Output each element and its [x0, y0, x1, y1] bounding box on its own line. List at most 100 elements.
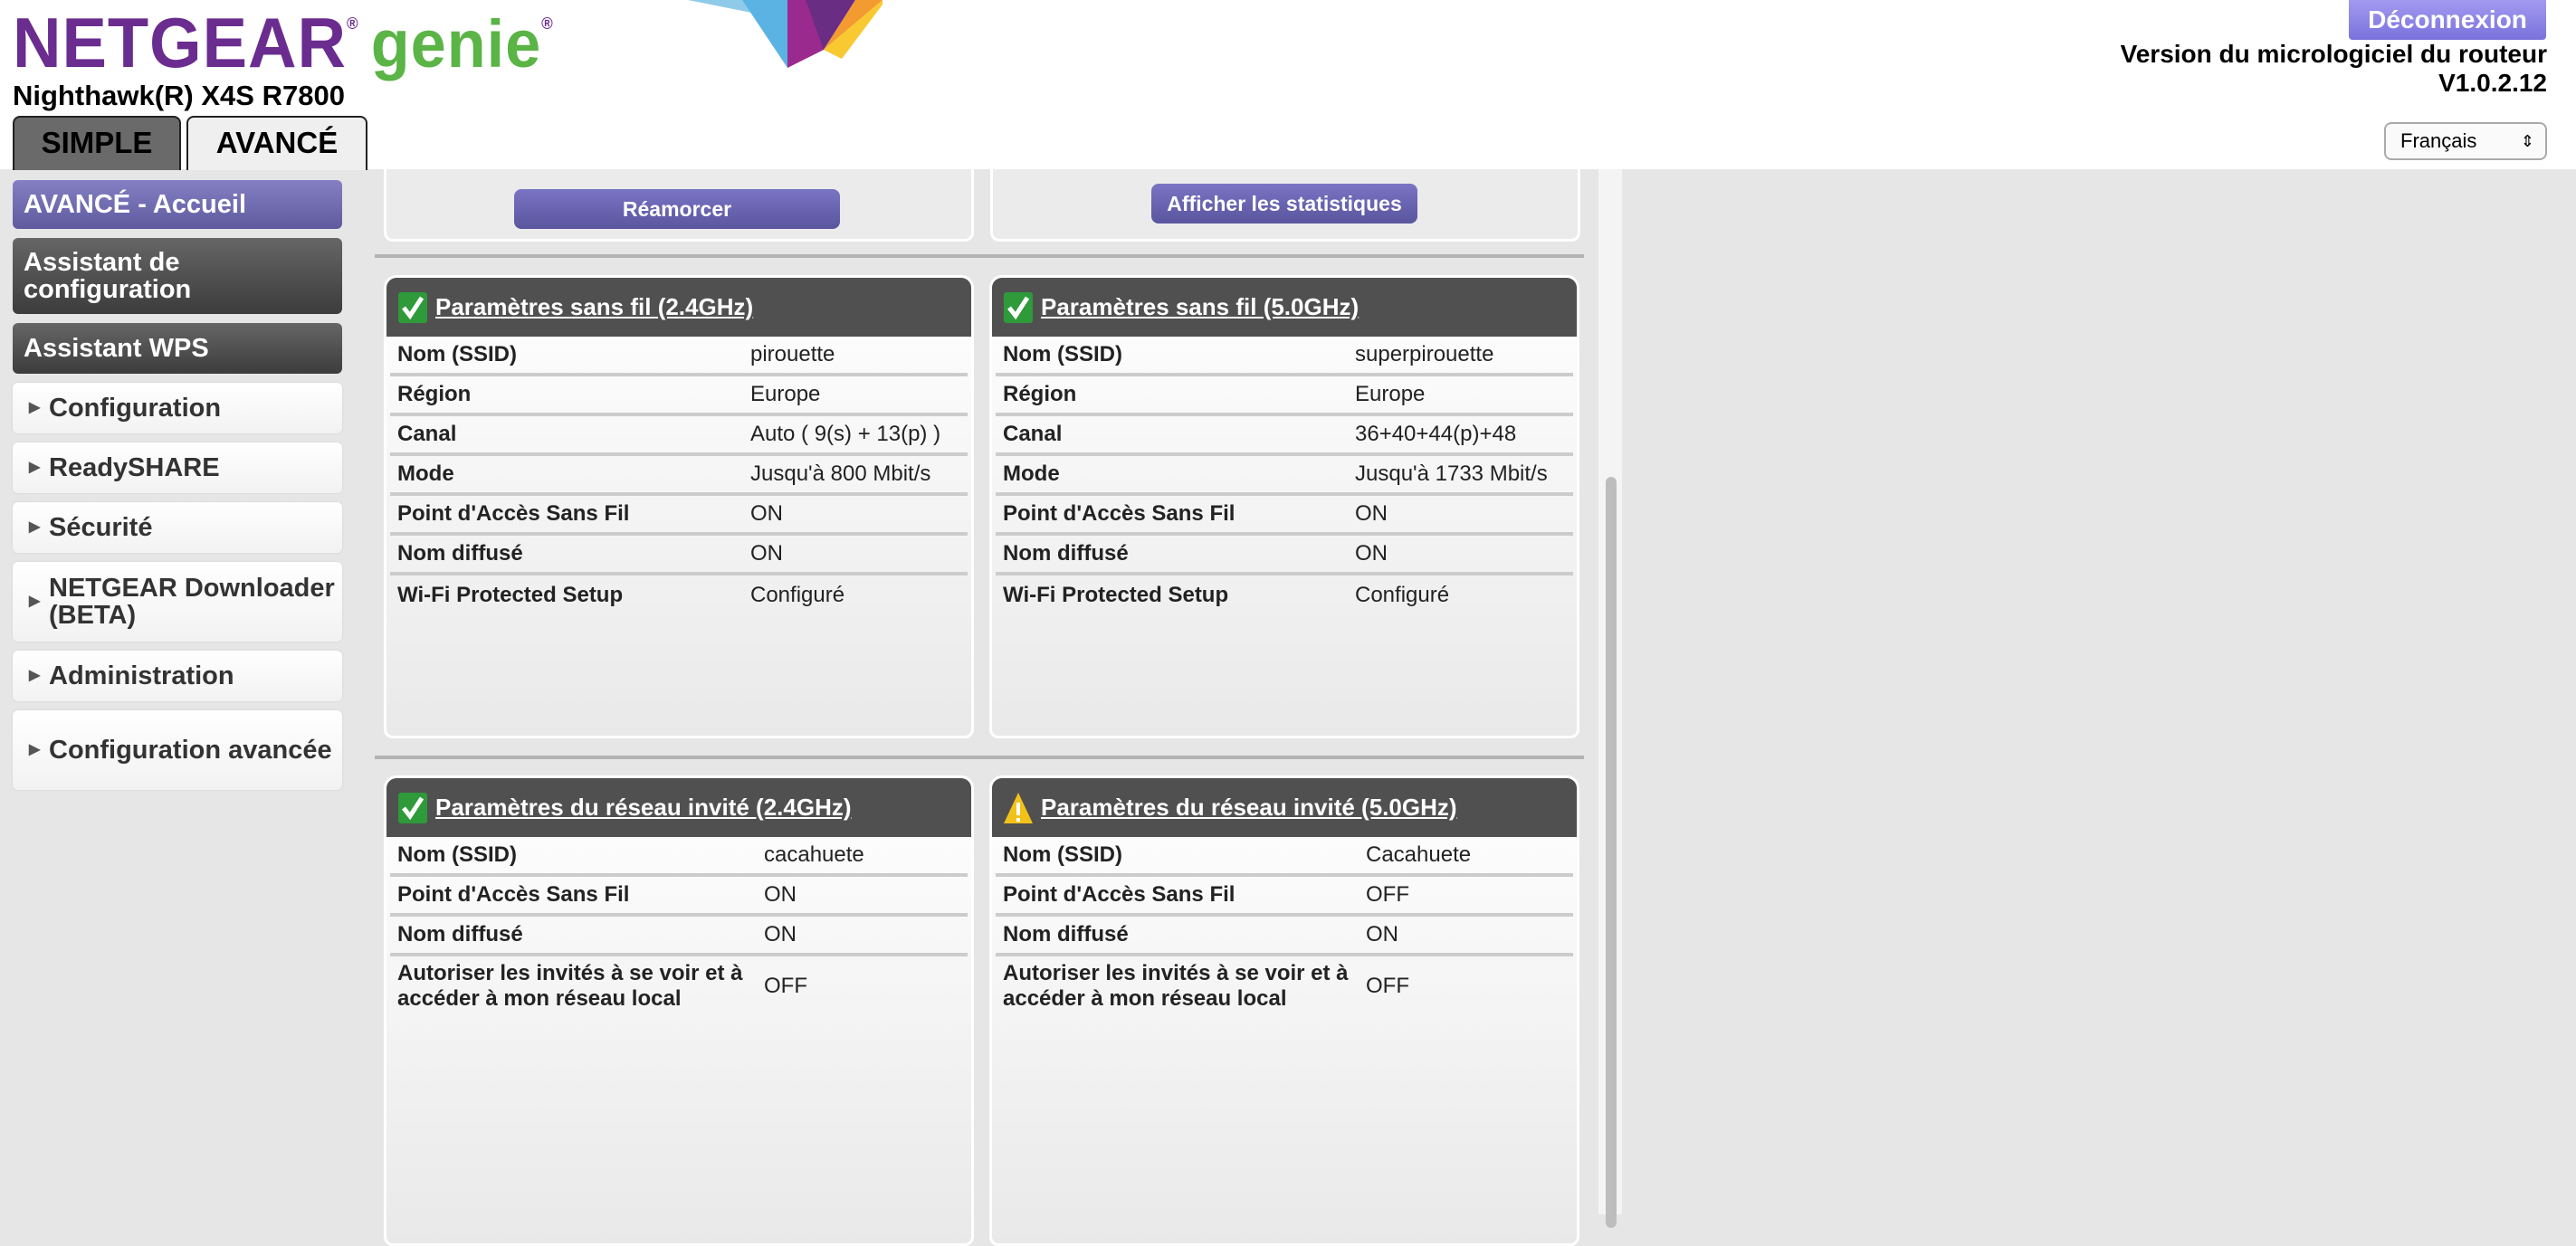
- sidebar-item-assistant-de-configuration[interactable]: Assistant de configuration: [13, 238, 342, 314]
- row-value: OFF: [1366, 882, 1409, 907]
- row-value: Jusqu'à 1733 Mbit/s: [1355, 461, 1548, 486]
- checkmark-icon: [398, 291, 427, 323]
- sidebar: AVANCÉ - Accueil Assistant de configurati…: [13, 180, 342, 799]
- settings-panel: Paramètres sans fil (5.0GHz) Nom (SSID) su…: [989, 275, 1579, 738]
- panel-title-link[interactable]: Paramètres sans fil (5.0GHz): [1041, 293, 1360, 320]
- panel-header: Paramètres du réseau invité (5.0GHz): [992, 778, 1577, 837]
- firmware-version: V1.0.2.12: [2438, 69, 2547, 97]
- table-row: Point d'Accès Sans Fil ON: [390, 496, 968, 536]
- row-label: Point d'Accès Sans Fil: [1003, 882, 1236, 907]
- row-label: Wi-Fi Protected Setup: [397, 583, 624, 607]
- sidebar-item-assistant-wps[interactable]: Assistant WPS: [13, 323, 342, 374]
- sidebar-item-label: AVANCÉ - Accueil: [24, 190, 247, 219]
- scrollbar[interactable]: [1598, 169, 1622, 1228]
- row-label: Point d'Accès Sans Fil: [397, 501, 630, 526]
- row-label: Autoriser les invités à se voir et à acc…: [397, 961, 743, 1011]
- row-label: Nom diffusé: [1003, 922, 1129, 946]
- panel-header: Paramètres sans fil (2.4GHz): [386, 278, 971, 337]
- decorative-shapes: [688, 0, 883, 68]
- table-row: Wi-Fi Protected Setup Configuré: [390, 575, 968, 615]
- sidebar-item-s-curit[interactable]: ▶ Sécurité: [13, 502, 342, 553]
- row-value: cacahuete: [764, 842, 864, 867]
- sidebar-item-label: ReadySHARE: [49, 453, 220, 482]
- table-row: Wi-Fi Protected Setup Configuré: [996, 575, 1573, 615]
- expand-arrow-icon: ▶: [29, 594, 41, 609]
- sidebar-item-administration[interactable]: ▶ Administration: [13, 651, 342, 701]
- row-label: Point d'Accès Sans Fil: [1003, 501, 1236, 526]
- table-row: Nom (SSID) cacahuete: [390, 837, 968, 877]
- row-value: Auto ( 9(s) + 13(p) ): [750, 422, 941, 446]
- row-value: Jusqu'à 800 Mbit/s: [750, 461, 931, 486]
- panel-title-link[interactable]: Paramètres du réseau invité (5.0GHz): [1041, 794, 1457, 821]
- panel-title-link[interactable]: Paramètres sans fil (2.4GHz): [435, 293, 754, 320]
- scrollbar-thumb[interactable]: [1606, 477, 1617, 1228]
- table-row: Région Europe: [390, 376, 968, 416]
- divider: [375, 254, 1584, 258]
- sidebar-item-label: Configuration: [49, 394, 222, 423]
- row-label: Région: [397, 382, 472, 406]
- sidebar-item-configuration[interactable]: ▶ Configuration: [13, 383, 342, 433]
- row-value: 36+40+44(p)+48: [1355, 422, 1517, 446]
- row-value: Configuré: [750, 583, 845, 607]
- table-row: Nom (SSID) pirouette: [390, 337, 968, 376]
- row-value: superpirouette: [1355, 342, 1494, 366]
- expand-arrow-icon: ▶: [29, 742, 41, 757]
- row-label: Région: [1003, 382, 1077, 406]
- row-value: OFF: [764, 974, 807, 998]
- row-value: Configuré: [1355, 583, 1450, 607]
- expand-arrow-icon: ▶: [29, 519, 41, 535]
- table-row: Nom (SSID) Cacahuete: [996, 837, 1573, 877]
- stats-panel: Afficher les statistiques: [990, 169, 1580, 242]
- panel-title-link[interactable]: Paramètres du réseau invité (2.4GHz): [435, 794, 852, 821]
- router-model: Nighthawk(R) X4S R7800: [13, 80, 345, 111]
- row-label: Nom diffusé: [397, 922, 523, 946]
- table-row: Nom (SSID) superpirouette: [996, 337, 1573, 376]
- table-row: Point d'Accès Sans Fil ON: [390, 877, 968, 917]
- language-select[interactable]: Français ⇕: [2384, 122, 2547, 160]
- sidebar-item-readyshare[interactable]: ▶ ReadySHARE: [13, 442, 342, 493]
- row-value: pirouette: [750, 342, 835, 366]
- sidebar-item-configuration-avanc-e[interactable]: ▶ Configuration avancée: [13, 710, 342, 790]
- table-row: Nom diffusé ON: [996, 536, 1573, 575]
- divider: [375, 756, 1584, 759]
- sidebar-item-label: Assistant de configuration: [24, 248, 192, 304]
- row-label: Nom (SSID): [1003, 842, 1122, 867]
- table-row: Canal Auto ( 9(s) + 13(p) ): [390, 416, 968, 456]
- reboot-button[interactable]: Réamorcer: [514, 189, 840, 229]
- row-value: ON: [1355, 541, 1388, 566]
- row-value: ON: [764, 882, 797, 907]
- row-label: Mode: [1003, 461, 1060, 486]
- sidebar-item-label: Sécurité: [49, 513, 153, 542]
- expand-arrow-icon: ▶: [29, 668, 41, 683]
- table-row: Canal 36+40+44(p)+48: [996, 416, 1573, 456]
- row-label: Wi-Fi Protected Setup: [1003, 583, 1229, 607]
- table-row: Nom diffusé ON: [390, 917, 968, 956]
- expand-arrow-icon: ▶: [29, 400, 41, 415]
- table-row: Nom diffusé ON: [996, 917, 1573, 956]
- header: NETGEAR® genie® Nighthawk(R) X4S R7800 SI…: [0, 0, 2576, 170]
- row-value: ON: [764, 922, 797, 946]
- firmware-info: Version du micrologiciel du routeur V1.0…: [2121, 40, 2547, 98]
- row-value: Cacahuete: [1366, 842, 1472, 867]
- row-label: Nom diffusé: [397, 541, 523, 566]
- sidebar-item-label: NETGEAR Downloader (BETA): [49, 574, 335, 630]
- warning-icon: [1004, 792, 1033, 823]
- table-row: Autoriser les invités à se voir et à acc…: [390, 956, 968, 1016]
- updown-icon: ⇕: [2520, 132, 2534, 150]
- logout-button[interactable]: Déconnexion: [2349, 0, 2546, 40]
- row-value: OFF: [1366, 974, 1409, 998]
- table-row: Point d'Accès Sans Fil ON: [996, 496, 1573, 536]
- tab-advanced[interactable]: AVANCÉ: [186, 116, 367, 170]
- row-value: Europe: [750, 382, 821, 406]
- tab-simple[interactable]: SIMPLE: [13, 116, 181, 170]
- show-statistics-button[interactable]: Afficher les statistiques: [1151, 184, 1417, 224]
- sidebar-item-avanc-accueil[interactable]: AVANCÉ - Accueil: [13, 180, 342, 229]
- table-row: Mode Jusqu'à 1733 Mbit/s: [996, 456, 1573, 496]
- language-value: Français: [2400, 129, 2477, 152]
- settings-panel: Paramètres sans fil (2.4GHz) Nom (SSID) pi…: [384, 275, 974, 738]
- row-label: Canal: [1003, 422, 1063, 446]
- sidebar-item-netgear-downloader-beta[interactable]: ▶ NETGEAR Downloader (BETA): [13, 562, 342, 642]
- main-content: Réamorcer Afficher les statistiques Para…: [375, 169, 1584, 1246]
- row-value: ON: [1366, 922, 1398, 946]
- settings-panel: Paramètres du réseau invité (5.0GHz) Nom …: [989, 775, 1579, 1246]
